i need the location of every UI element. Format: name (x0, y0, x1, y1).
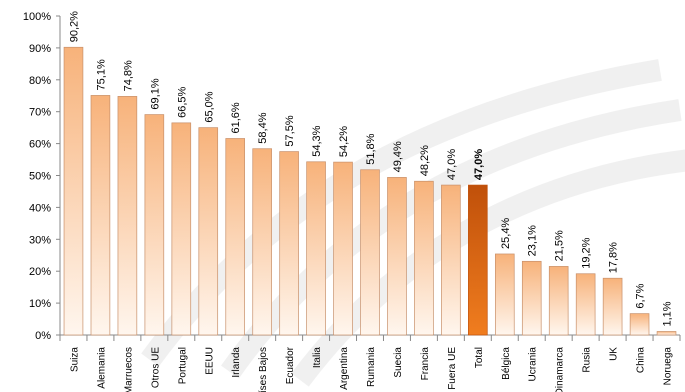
bar-alemania (90, 95, 111, 336)
y-tick-label: 90% (29, 43, 51, 55)
value-label: 90,2% (68, 11, 80, 42)
value-label: 61,6% (230, 102, 242, 133)
value-label: 1,1% (662, 301, 674, 326)
y-tick-label: 30% (29, 234, 51, 246)
bar-ucrania (521, 260, 542, 336)
bar-ecuador (279, 151, 299, 336)
y-tick-label: 20% (29, 266, 51, 278)
category-label: Bélgica (501, 347, 512, 380)
bar-total (468, 184, 488, 336)
bar-marruecos (117, 96, 138, 336)
value-label: 25,4% (500, 218, 512, 249)
y-tick-label: 40% (29, 202, 51, 214)
category-label: Portugal (177, 347, 188, 384)
category-label: Rumania (366, 347, 377, 387)
value-label: 74,8% (122, 60, 134, 91)
category-label: Irlanda (231, 347, 242, 378)
value-label: 47,0% (446, 149, 458, 180)
category-label: UK (609, 347, 620, 361)
value-label: 75,1% (95, 59, 107, 90)
bar-noruega (656, 331, 677, 336)
value-label: 65,0% (203, 91, 215, 122)
category-label: Suiza (69, 347, 80, 372)
value-label: 51,8% (365, 133, 377, 164)
category-label: Dinamarca (555, 347, 566, 392)
y-tick-label: 10% (29, 298, 51, 310)
bar-argentina (333, 161, 353, 336)
category-label: EEUU (204, 347, 215, 375)
value-label: 48,2% (419, 145, 431, 176)
value-label: 57,5% (284, 115, 296, 146)
value-label: 6,7% (635, 283, 647, 308)
category-label: Francia (420, 347, 431, 381)
bar-otros-ue (144, 114, 165, 336)
category-label: Ucrania (528, 347, 539, 382)
category-label: Total (474, 347, 485, 368)
bar-rusia (575, 273, 596, 336)
category-label: Otros UE (150, 347, 161, 388)
value-label: 17,8% (608, 242, 620, 273)
category-label: Ecuador (285, 346, 296, 384)
y-tick-label: 0% (35, 330, 51, 342)
category-label: Marruecos (123, 347, 134, 392)
bar-fuera-ue (441, 184, 461, 336)
value-label: 54,2% (338, 126, 350, 157)
bar-italia (306, 161, 326, 336)
bar-irlanda (225, 138, 246, 336)
bar-china (629, 313, 650, 336)
value-label: 19,2% (581, 237, 593, 268)
value-label: 69,1% (149, 78, 161, 109)
y-tick-label: 100% (23, 11, 51, 23)
bar-eeuu (198, 127, 219, 336)
category-label: Argentina (339, 347, 350, 390)
value-label: 23,1% (527, 225, 539, 256)
bar-francia (414, 180, 434, 336)
y-tick-label: 70% (29, 107, 51, 119)
category-label: Suecia (393, 347, 404, 378)
bar-suecia (387, 177, 407, 336)
bar-dinamarca (548, 266, 569, 336)
category-label: Fuera UE (447, 347, 458, 390)
value-label: 58,4% (257, 112, 269, 143)
bar-portugal (171, 122, 192, 336)
bar-países-bajos (252, 148, 272, 336)
y-tick-label: 80% (29, 75, 51, 87)
category-label: Países Bajos (258, 347, 269, 392)
value-label: 47,0% (473, 149, 485, 180)
category-label: Rusia (582, 347, 593, 373)
y-tick-label: 50% (29, 171, 51, 183)
bar-rumania (360, 169, 380, 336)
value-label: 49,4% (392, 141, 404, 172)
bar-suiza (63, 46, 84, 336)
category-label: Alemania (96, 347, 107, 389)
value-label: 66,5% (176, 86, 188, 117)
value-label: 21,5% (554, 230, 566, 261)
category-label: China (636, 347, 647, 374)
value-label: 54,3% (311, 125, 323, 156)
category-label: Italia (312, 347, 323, 369)
bar-bélgica (494, 253, 515, 336)
y-tick-label: 60% (29, 139, 51, 151)
category-label: Noruega (663, 347, 674, 386)
bar-uk (602, 277, 623, 336)
